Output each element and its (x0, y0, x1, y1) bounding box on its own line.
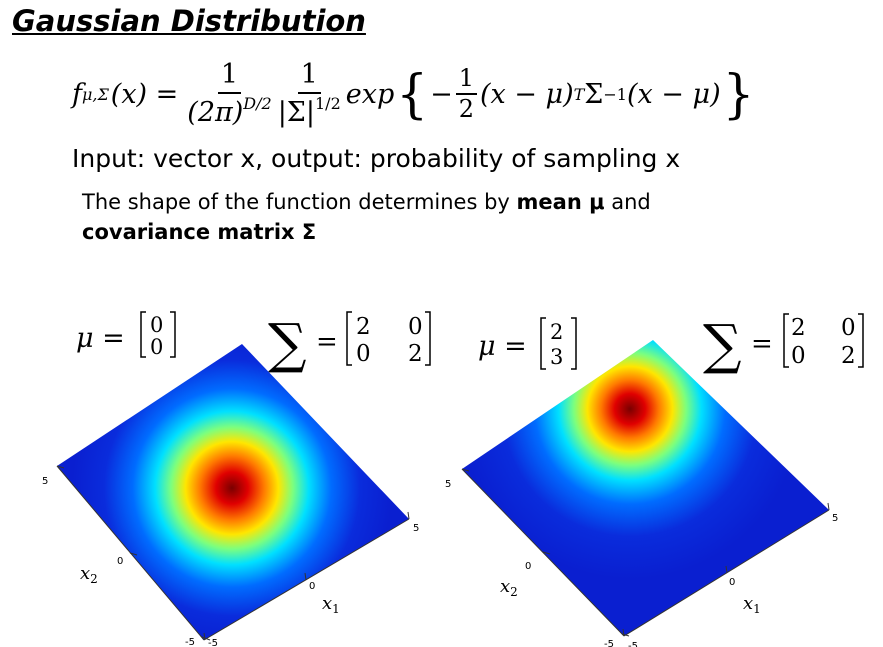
plot1-sigma-01: 0 (408, 314, 423, 340)
plot2-x2-tick-5: 5 (445, 479, 451, 490)
plot1-mu-0: 0 (150, 313, 163, 337)
plot1-x2-label-base: x (80, 563, 90, 584)
plot2-x2-axis-label: x2 (500, 576, 518, 599)
page-title: Gaussian Distribution (12, 4, 366, 38)
plot2-sigma-eq: = (751, 329, 773, 359)
plot1-x2-axis-label: x2 (80, 563, 98, 586)
plot1-sigma-eq: = (316, 327, 338, 357)
formula-func-sub: μ,Σ (82, 84, 109, 104)
input-output-text: Input: vector x, output: probability of … (72, 144, 681, 173)
plot1-x1-tick-0: 0 (309, 581, 315, 592)
plot1-mu-vector (140, 311, 176, 358)
plot2-mu-label: μ = (478, 331, 527, 362)
formula-frac2-den-exp: 1/2 (315, 93, 341, 113)
plot-2: μ = 2 3 ∑ = 2 0 0 2 5 0 -5 -5 (445, 313, 864, 647)
formula-quad-inv: −1 (603, 84, 627, 104)
plot2-x1-label-sub: 1 (753, 602, 761, 616)
plot1-x2-tick-0: 0 (117, 556, 123, 567)
plot1-sigma-00: 2 (356, 314, 371, 340)
formula-quad-a: (x − μ) (479, 78, 574, 110)
plot2-sigma-10: 0 (791, 343, 806, 369)
shape-desc-part2: and (604, 190, 651, 214)
shape-desc-mean: mean μ (516, 190, 605, 214)
plot1-x1-label-base: x (322, 593, 332, 614)
formula-frac2-num: 1 (297, 60, 321, 94)
formula-exp: exp (345, 78, 395, 110)
gaussian-formula: f μ,Σ (x) = 1 (2π)D/2 1 |Σ|1/2 exp { − 1 2… (72, 54, 756, 134)
formula-frac3-num: 1 (455, 65, 477, 95)
plot1-x1-label-sub: 1 (332, 602, 340, 616)
formula-minus: − (430, 78, 453, 110)
plot2-mu-1: 3 (550, 345, 563, 369)
formula-frac-norm: 1 (2π)D/2 (187, 60, 271, 127)
formula-frac1-num: 1 (217, 60, 242, 94)
formula-frac1-den-base: (2π) (187, 96, 244, 128)
formula-frac1-den-exp: D/2 (243, 93, 272, 113)
plot2-axis-lines (461, 468, 830, 637)
plot1-sigma-10: 0 (356, 341, 371, 367)
plot1-mu-1: 0 (150, 335, 163, 359)
plot2-mu-0: 2 (550, 320, 563, 344)
formula-arg: (x) = (110, 78, 179, 110)
formula-quad-sup: T (573, 84, 585, 104)
plot2-sigma-symbol: ∑ (703, 313, 742, 376)
formula-frac1-den: (2π)D/2 (187, 94, 271, 127)
plot2-x1-tick-neg5: -5 (628, 641, 638, 647)
plot1-sigma-11: 2 (408, 341, 423, 367)
plot1-x2-label-sub: 2 (90, 572, 98, 586)
shape-desc-part1: The shape of the function determines by (82, 190, 517, 214)
plot1-surface (57, 344, 409, 640)
formula-frac-half: 1 2 (455, 65, 477, 123)
plot2-x2-label-base: x (500, 576, 510, 597)
formula-frac-det: 1 |Σ|1/2 (278, 60, 341, 127)
plot1-x1-tick-5: 5 (413, 523, 419, 534)
plot2-x1-axis-label: x1 (743, 593, 761, 616)
plot2-x1-tick-5: 5 (832, 513, 838, 524)
plot2-x2-tick-neg5: -5 (604, 639, 614, 647)
plot1-axis-lines (56, 465, 410, 641)
plot1-x2-tick-neg5: -5 (185, 637, 195, 647)
plot1-x1-axis-label: x1 (322, 593, 340, 616)
plot1-sigma-symbol: ∑ (268, 312, 307, 375)
plot2-sigma-11: 2 (841, 343, 856, 369)
plot2-x1-tick-0: 0 (729, 577, 735, 588)
plot1-x2-tick-5: 5 (42, 476, 48, 487)
plot2-sigma-00: 2 (791, 315, 806, 341)
plot1-mu-label: μ = (76, 323, 125, 354)
plot2-sigma-01: 0 (841, 315, 856, 341)
plot2-surface (462, 340, 829, 636)
formula-frac2-den-base: |Σ| (277, 96, 315, 128)
plot2-x2-tick-0: 0 (525, 561, 531, 572)
formula-right-brace: } (722, 63, 755, 125)
formula-quad-c: (x − μ) (626, 78, 721, 110)
formula-func: f (72, 78, 82, 110)
shape-desc-covariance: covariance matrix Σ (82, 220, 317, 244)
plot1-sigma-matrix (346, 311, 431, 366)
shape-description: The shape of the function determines by … (82, 187, 782, 247)
plot-1: μ = 0 0 ∑ = 2 0 0 2 5 0 (42, 311, 431, 647)
plot2-sigma-matrix (783, 313, 864, 368)
formula-frac2-den: |Σ|1/2 (278, 94, 341, 127)
plot2-mu-vector (540, 317, 577, 370)
formula-frac3-den: 2 (458, 95, 474, 123)
plot2-x2-label-sub: 2 (510, 585, 518, 599)
formula-left-brace: { (396, 63, 429, 125)
formula-quad-b: Σ (584, 78, 604, 110)
plot1-x1-tick-neg5: -5 (208, 638, 218, 647)
plot2-x1-label-base: x (743, 593, 753, 614)
